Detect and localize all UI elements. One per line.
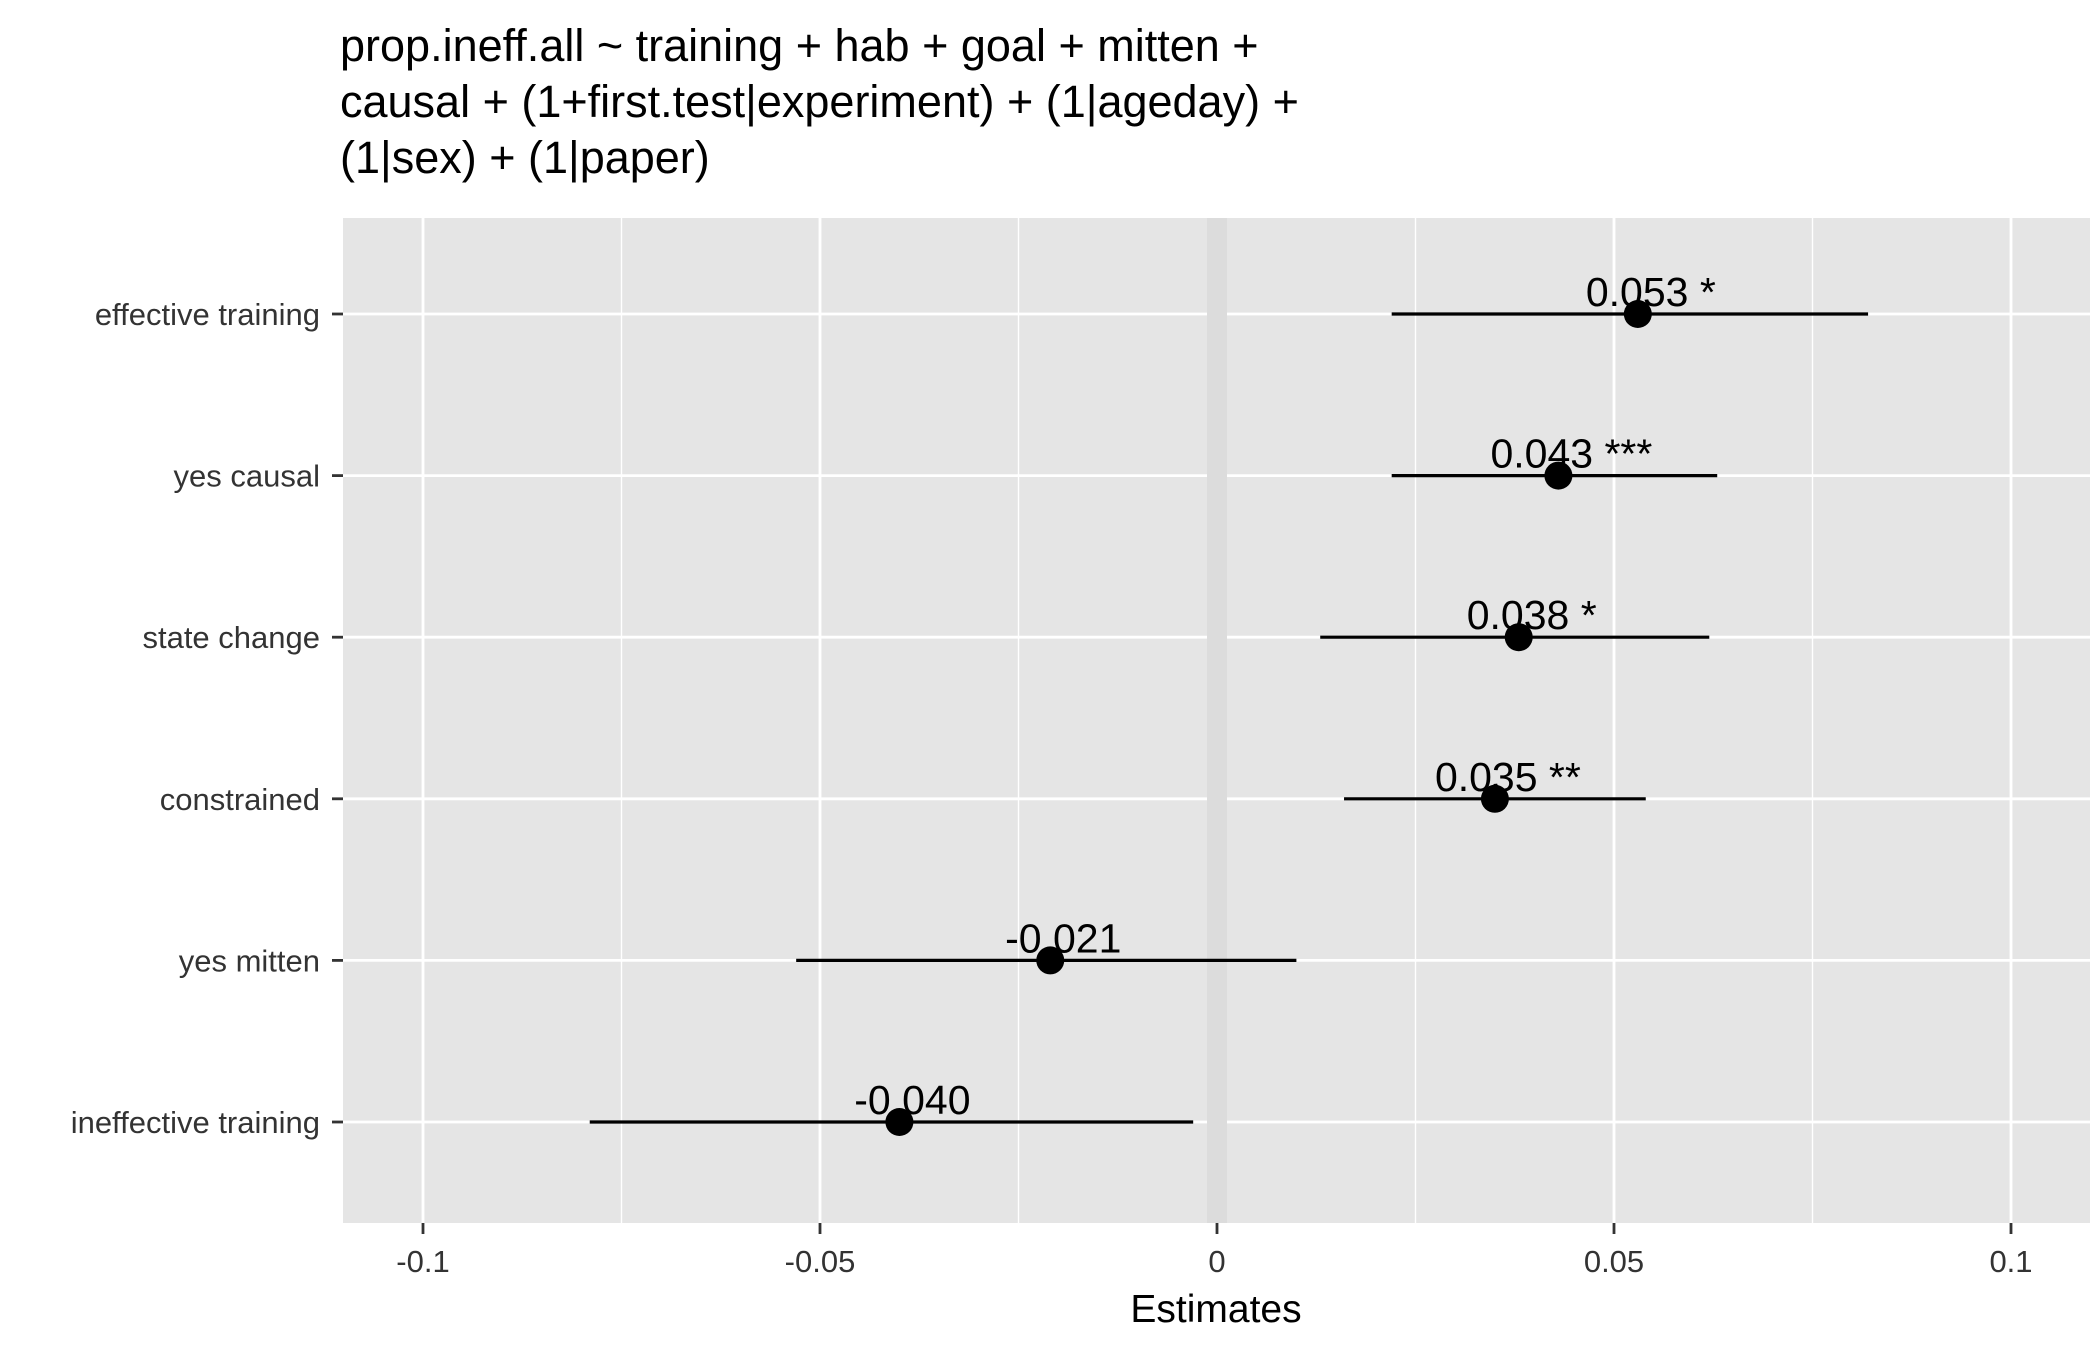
y-tick-label: constrained xyxy=(160,782,320,817)
term-effective-training: 0.053 * xyxy=(1391,269,1869,328)
title-line: prop.ineff.all ~ training + hab + goal +… xyxy=(340,20,1259,71)
estimate-point xyxy=(885,1108,914,1136)
estimate-point xyxy=(1623,300,1652,328)
estimate-label: -0.040 xyxy=(854,1077,970,1123)
estimate-point xyxy=(1480,784,1509,813)
y-axis: effective training yes causal state change… xyxy=(71,297,343,1140)
estimate-label: -0.021 xyxy=(1005,915,1121,961)
y-tick-label: effective training xyxy=(95,297,320,332)
x-axis-label: Estimates xyxy=(1130,1288,1301,1331)
x-tick-label: 0 xyxy=(1208,1244,1225,1279)
estimate-label: 0.038 * xyxy=(1467,592,1597,638)
y-tick-label: ineffective training xyxy=(71,1105,320,1140)
estimate-point xyxy=(1036,946,1065,975)
estimate-point xyxy=(1504,623,1533,652)
estimate-series: 0.053 * 0.043 *** 0.038 * 0.035 ** -0.021 -0.… xyxy=(589,269,1869,1136)
term-constrained: 0.035 ** xyxy=(1344,754,1646,813)
y-tick-label: yes mitten xyxy=(179,943,320,978)
x-axis: -0.1 -0.05 0 0.05 0.1 xyxy=(396,1223,2033,1279)
term-state-change: 0.038 * xyxy=(1320,592,1710,652)
term-yes-causal: 0.043 *** xyxy=(1391,431,1718,490)
x-tick-label: -0.1 xyxy=(396,1244,449,1279)
title-line: (1|sex) + (1|paper) xyxy=(340,132,710,183)
x-tick-label: 0.05 xyxy=(1584,1244,1644,1279)
x-tick-label: -0.05 xyxy=(785,1244,856,1279)
title-line: causal + (1+first.test|experiment) + (1|… xyxy=(340,76,1299,127)
estimate-label: 0.053 * xyxy=(1586,269,1716,315)
term-yes-mitten: -0.021 xyxy=(796,915,1297,975)
chart-title: prop.ineff.all ~ training + hab + goal +… xyxy=(340,20,1299,183)
y-tick-label: state change xyxy=(142,620,320,655)
estimate-point xyxy=(1544,461,1573,490)
x-tick-label: 0.1 xyxy=(1989,1244,2032,1279)
zero-reference-band xyxy=(1207,218,1227,1223)
estimate-label: 0.043 *** xyxy=(1490,431,1652,477)
y-tick-label: yes causal xyxy=(174,459,320,494)
estimate-label: 0.035 ** xyxy=(1435,754,1581,800)
term-ineffective-training: -0.040 xyxy=(589,1077,1194,1136)
